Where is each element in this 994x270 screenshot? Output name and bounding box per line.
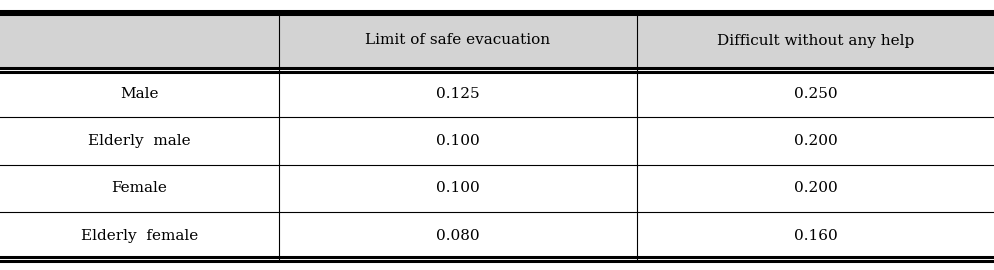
Text: 0.100: 0.100 — [435, 181, 479, 195]
Text: Female: Female — [111, 181, 167, 195]
Bar — [0, 70, 278, 117]
Text: 0.250: 0.250 — [793, 87, 837, 101]
Bar — [636, 117, 994, 165]
Bar — [0, 11, 278, 70]
Bar — [278, 11, 636, 70]
Bar — [278, 212, 636, 259]
Bar — [0, 117, 278, 165]
Text: Male: Male — [120, 87, 158, 101]
Bar — [636, 11, 994, 70]
Bar — [0, 212, 278, 259]
Bar — [636, 165, 994, 212]
Text: 0.200: 0.200 — [793, 134, 837, 148]
Text: 0.080: 0.080 — [435, 229, 479, 242]
Text: Difficult without any help: Difficult without any help — [717, 33, 913, 48]
Text: Elderly  male: Elderly male — [87, 134, 191, 148]
Text: 0.160: 0.160 — [793, 229, 837, 242]
Bar — [636, 212, 994, 259]
Bar — [278, 117, 636, 165]
Text: 0.125: 0.125 — [435, 87, 479, 101]
Text: Limit of safe evacuation: Limit of safe evacuation — [365, 33, 550, 48]
Text: Elderly  female: Elderly female — [81, 229, 198, 242]
Text: 0.200: 0.200 — [793, 181, 837, 195]
Bar — [278, 70, 636, 117]
Bar — [636, 70, 994, 117]
Bar — [278, 165, 636, 212]
Bar — [0, 165, 278, 212]
Text: 0.100: 0.100 — [435, 134, 479, 148]
